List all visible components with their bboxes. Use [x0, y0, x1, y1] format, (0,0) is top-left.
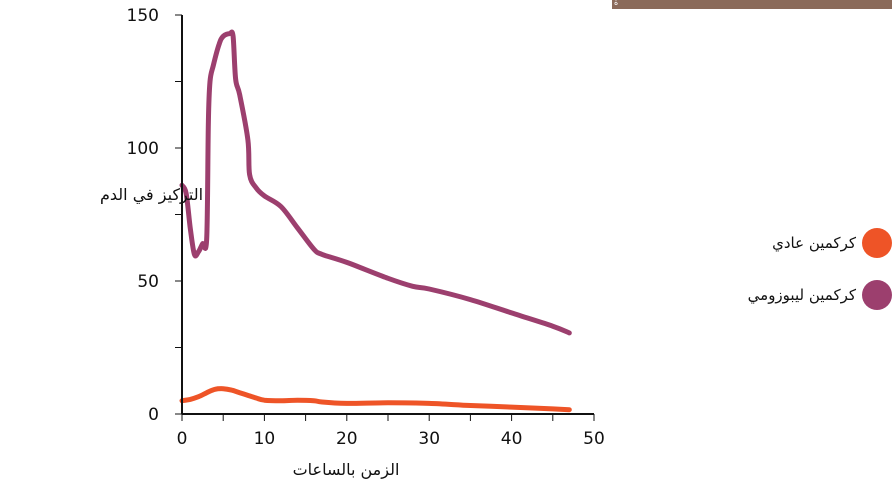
x-tick-label: 50: [583, 429, 605, 449]
x-tick-label: 10: [254, 429, 276, 449]
legend-label-regular: كركمين عادي: [772, 234, 856, 252]
series-line-0: [179, 386, 572, 413]
y-tick-label: 50: [137, 272, 159, 292]
x-axis-label: الزمن بالساعات: [293, 460, 400, 480]
y-tick-label: 100: [127, 139, 159, 159]
y-tick-label: 0: [148, 405, 159, 425]
legend-item-regular: كركمين عادي: [772, 228, 892, 258]
x-tick-label: 0: [177, 429, 188, 449]
y-tick-label: 150: [127, 6, 159, 26]
legend-item-liposomal: كركمين ليبوزومي: [748, 280, 892, 310]
series-line-1: [179, 29, 572, 336]
y-axis-label: التركيز في الدم: [100, 185, 203, 205]
x-tick-label: 20: [336, 429, 358, 449]
axes-layer: 0 10 20 30 40 50 0 50 100 150: [127, 6, 605, 449]
header-band: [612, 0, 892, 9]
series-layer: [179, 29, 572, 413]
legend-swatch-regular: [862, 228, 892, 258]
legend-label-liposomal: كركمين ليبوزومي: [747, 286, 856, 304]
header-band-text: ة: [614, 0, 619, 7]
legend-swatch-liposomal: [862, 280, 892, 310]
x-tick-label: 40: [501, 429, 523, 449]
x-tick-label: 30: [418, 429, 440, 449]
